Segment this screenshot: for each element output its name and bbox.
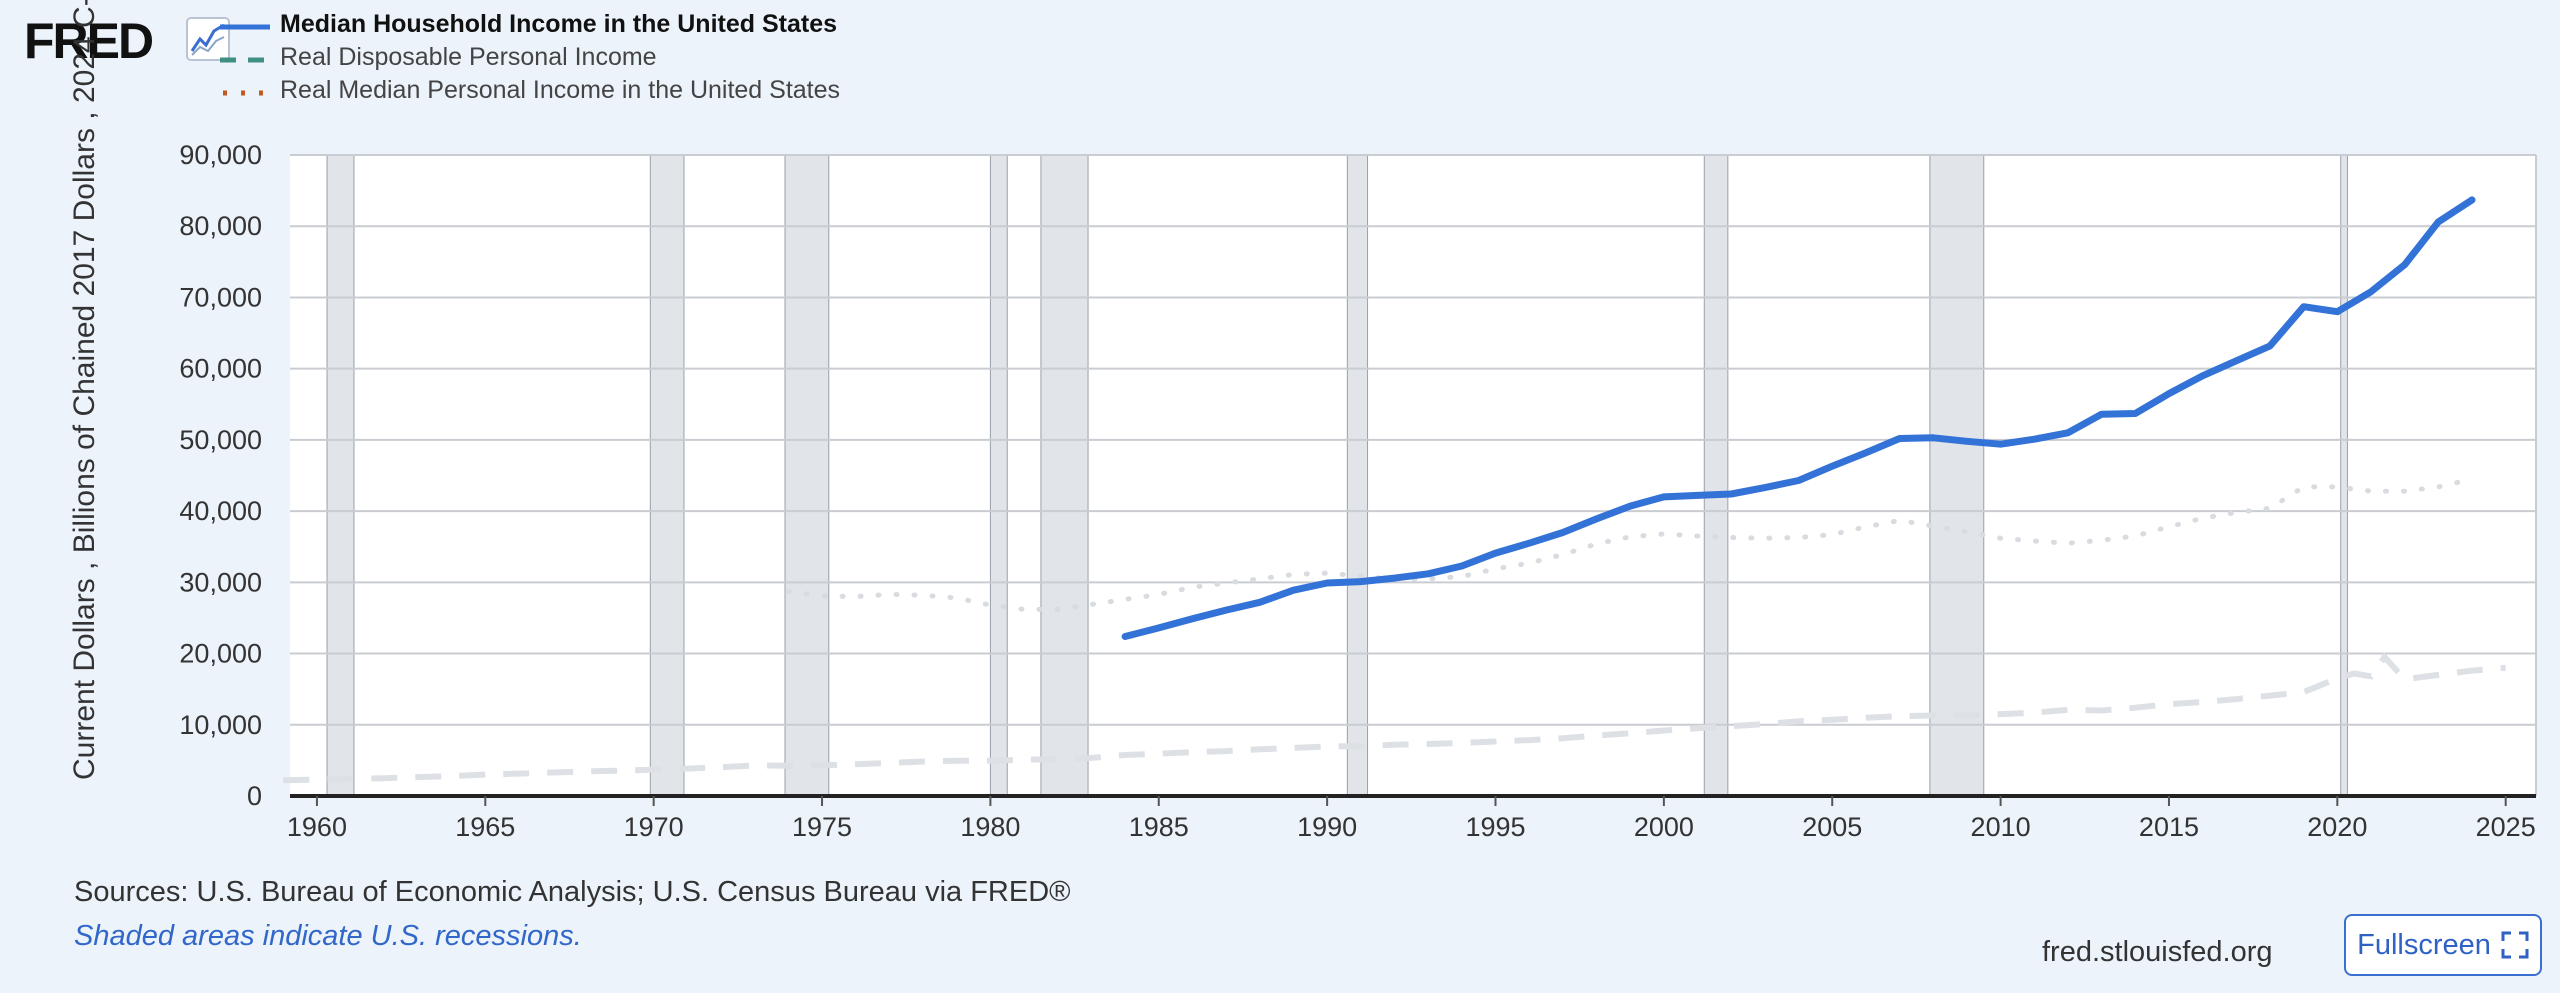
x-tick-label: 2025 [2476, 812, 2536, 842]
recession-band [327, 155, 354, 796]
x-tick-label: 1965 [455, 812, 515, 842]
y-tick-label: 90,000 [179, 140, 262, 170]
recession-band [990, 155, 1008, 796]
recession-band [650, 155, 684, 796]
legend-label: Real Median Personal Income in the Unite… [280, 76, 841, 104]
legend-swatch-dotted [223, 90, 270, 96]
series-line-solid [1121, 196, 2476, 640]
legend-label: Real Disposable Personal Income [280, 43, 657, 71]
legend-item-real-median-personal-income[interactable]: Real Median Personal Income in the Unite… [220, 74, 840, 107]
legend-swatch-solid [220, 24, 270, 30]
y-tick-label: 50,000 [179, 425, 262, 455]
x-tick-label: 1990 [1297, 812, 1357, 842]
recession-band [1704, 155, 1728, 796]
x-tick-label: 1960 [287, 812, 347, 842]
y-tick-label: 0 [247, 781, 262, 811]
recession-band [1347, 155, 1368, 796]
x-tick-label: 1970 [624, 812, 684, 842]
y-tick-label: 80,000 [179, 211, 262, 241]
fullscreen-button[interactable]: Fullscreen [2344, 914, 2542, 976]
y-tick-label: 70,000 [179, 282, 262, 312]
sources-text: Sources: U.S. Bureau of Economic Analysi… [74, 876, 1071, 908]
recession-band [1929, 155, 1984, 796]
legend-item-median-household-income[interactable]: Median Household Income in the United St… [220, 8, 840, 41]
x-tick-label: 2020 [2307, 812, 2367, 842]
legend-item-real-disposable-income[interactable]: Real Disposable Personal Income [220, 41, 840, 74]
site-url[interactable]: fred.stlouisfed.org [2042, 936, 2273, 968]
legend: Median Household Income in the United St… [220, 8, 840, 107]
gridlines [290, 154, 2536, 726]
expand-icon [2501, 931, 2529, 959]
y-tick-label: 40,000 [179, 496, 262, 526]
legend-swatch-dashed [220, 57, 270, 63]
x-tick-label: 1975 [792, 812, 852, 842]
recession-shading [326, 155, 2348, 796]
x-tick-label: 2010 [1971, 812, 2031, 842]
fred-logo[interactable]: FRED [24, 13, 154, 69]
y-tick-label: 30,000 [179, 567, 262, 597]
x-tick-label: 1985 [1129, 812, 1189, 842]
x-tick-label: 2015 [2139, 812, 2199, 842]
y-tick-label: 20,000 [179, 639, 262, 669]
y-tick-label: 60,000 [179, 354, 262, 384]
y-tick-label: 10,000 [179, 710, 262, 740]
x-tick-label: 2005 [1802, 812, 1862, 842]
recession-band [784, 155, 829, 796]
recession-band [2340, 155, 2348, 796]
x-tick-label: 2000 [1634, 812, 1694, 842]
recession-band [1040, 155, 1089, 796]
x-tick-label: 1980 [960, 812, 1020, 842]
x-tick-label: 1995 [1465, 812, 1525, 842]
chart-line-icon[interactable] [186, 17, 230, 61]
series-line-dashed [283, 652, 2506, 784]
fullscreen-label: Fullscreen [2357, 928, 2491, 961]
legend-label: Median Household Income in the United St… [280, 10, 838, 38]
recession-note: Shaded areas indicate U.S. recessions. [74, 920, 582, 952]
plot-area [290, 155, 2536, 796]
